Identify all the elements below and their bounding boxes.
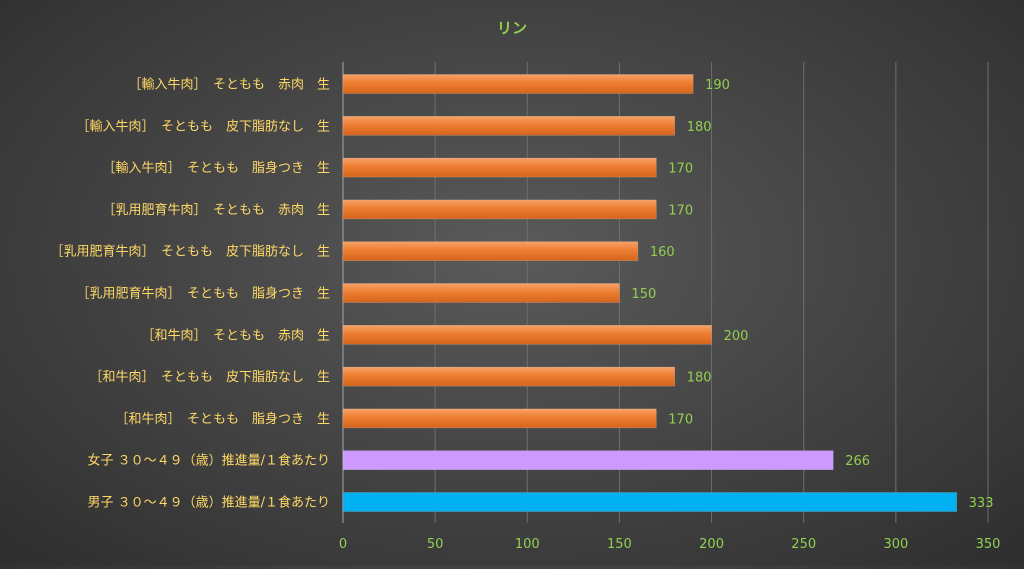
data-label: 200 (724, 329, 749, 344)
x-tick-label: 50 (427, 537, 444, 552)
x-axis-ticks: 0 50 100 150 200 250 300 350 (339, 537, 1001, 552)
category-label: ［和牛肉］ そともも 赤肉 生 (141, 328, 330, 343)
bar (342, 116, 676, 136)
category-label: ［輸入牛肉］ そともも 赤肉 生 (128, 78, 330, 93)
data-label: 180 (687, 371, 712, 386)
bar (342, 199, 657, 220)
category-label: ［輸入牛肉］ そともも 脂身つき 生 (102, 160, 330, 176)
category-label: 男子 ３０～４９（歳）推進量/１食あたり (87, 495, 330, 511)
bar (342, 157, 657, 178)
chart-title: リン (497, 19, 527, 37)
bar (342, 408, 657, 429)
bar (342, 366, 676, 387)
category-label: ［輸入牛肉］ そともも 皮下脂肪なし 生 (76, 118, 330, 134)
bars (342, 74, 957, 512)
data-label: 180 (687, 120, 712, 135)
category-label: ［乳用肥育牛肉］ そともも 皮下脂肪なし 生 (50, 244, 330, 260)
data-label: 160 (650, 245, 675, 260)
category-label: 女子 ３０～４９（歳）推進量/１食あたり (87, 453, 330, 469)
x-tick-label: 0 (339, 537, 347, 552)
bar (342, 324, 712, 345)
data-label: 170 (668, 162, 693, 177)
data-label: 333 (969, 496, 994, 511)
x-tick-label: 150 (607, 537, 632, 552)
x-tick-label: 100 (515, 537, 540, 552)
bar (342, 74, 694, 94)
category-label: ［和牛肉］ そともも 皮下脂肪なし 生 (89, 369, 330, 385)
data-label: 266 (845, 454, 870, 469)
data-labels: 190 180 170 170 160 150 200 180 170 266 333 (631, 78, 993, 511)
x-tick-label: 200 (699, 537, 724, 552)
category-label: ［乳用肥育牛肉］ そともも 赤肉 生 (102, 202, 330, 218)
category-label: ［乳用肥育牛肉］ そともも 脂身つき 生 (76, 286, 330, 302)
data-label: 170 (668, 412, 693, 427)
bar (342, 450, 834, 471)
data-label: 190 (705, 78, 730, 93)
data-label: 150 (631, 287, 656, 302)
bar (342, 283, 620, 303)
bar (342, 492, 957, 512)
bar (342, 241, 639, 261)
x-tick-label: 300 (883, 537, 908, 552)
category-labels: ［輸入牛肉］ そともも 赤肉 生 ［輸入牛肉］ そともも 皮下脂肪なし 生 ［輸入牛… (50, 78, 330, 511)
x-tick-label: 350 (976, 537, 1001, 552)
category-label: ［和牛肉］ そともも 脂身つき 生 (115, 411, 330, 427)
x-tick-label: 250 (791, 537, 816, 552)
data-label: 170 (668, 203, 693, 218)
